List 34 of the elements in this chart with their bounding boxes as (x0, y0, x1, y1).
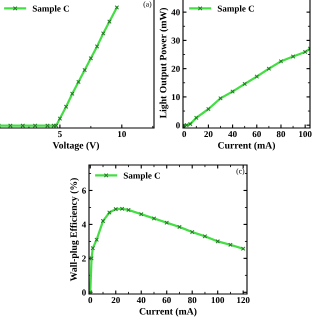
y-tick-label: 40 (171, 9, 180, 16)
x-tick-label: 120 (237, 297, 250, 304)
x-axis-title: Voltage (V) (52, 142, 100, 151)
y-tick-label: 10 (172, 94, 180, 100)
x-axis-title: Current (mA) (218, 142, 276, 151)
y-tick-label: 30 (172, 38, 180, 44)
x-tick-label: 60 (162, 297, 171, 304)
y-tick-label: 6 (82, 188, 86, 194)
x-tick-label: 40 (136, 297, 146, 304)
y-tick-label: 0 (176, 122, 180, 128)
x-tick-label: 100 (299, 131, 312, 138)
legend-label: Sample C (124, 172, 160, 180)
legend-label: Sample C (32, 5, 69, 14)
x-tick-label: 0 (182, 131, 186, 138)
y-axis-title: Light Output Power (mW) (160, 8, 168, 118)
y-tick-label: 20 (172, 66, 180, 72)
x-tick-label: 0 (88, 297, 92, 304)
line-series (183, 46, 310, 126)
x-axis-title: Current (mA) (140, 308, 197, 317)
x-tick-label: 40 (228, 131, 237, 138)
x-tick-label: 80 (188, 297, 196, 304)
y-tick-label: 4 (82, 222, 86, 228)
x-tick-label: 100 (212, 297, 224, 304)
x-tick-label: 20 (204, 131, 213, 138)
x-tick-label: 5 (58, 131, 62, 138)
legend-label: Sample C (218, 5, 254, 14)
x-tick-label: 10 (118, 131, 126, 138)
x-tick-label: 80 (276, 131, 286, 138)
y-axis-title: Wall-plug Efficiency (%) (70, 178, 79, 282)
line-series (89, 206, 246, 294)
x-tick-label: 60 (252, 131, 261, 138)
x-tick-label: 20 (112, 297, 120, 304)
y-tick-label: 0 (82, 289, 86, 296)
y-tick-label: 2 (82, 256, 86, 262)
